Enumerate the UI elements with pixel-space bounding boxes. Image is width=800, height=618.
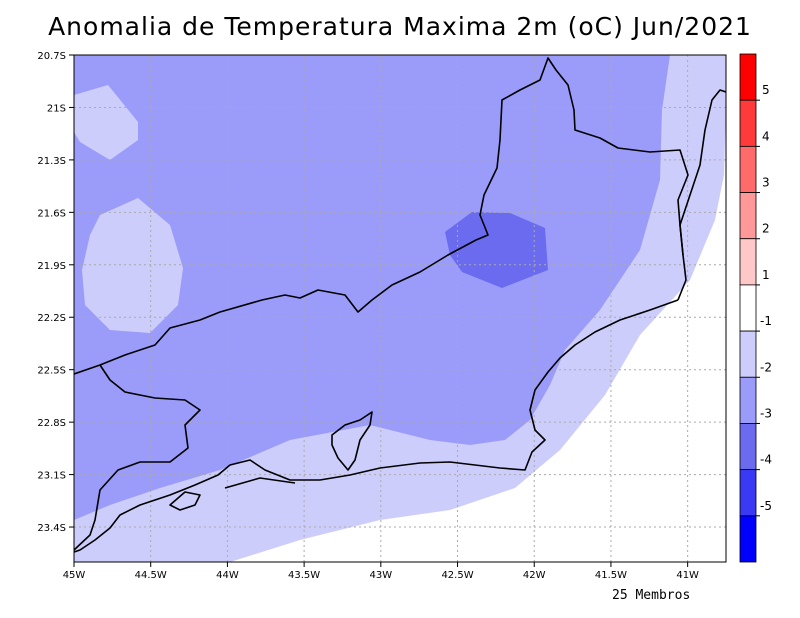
colorbar-swatch — [739, 330, 757, 378]
lat-tick-label: 21.3S — [37, 156, 66, 167]
state-border-minas-gerais — [74, 57, 689, 375]
anomaly-region-near-zero — [230, 110, 726, 562]
anomaly-region-minus1-minus2 — [74, 55, 726, 562]
colorbar-label: -5 — [760, 499, 772, 513]
lat-tick-label: 21.9S — [37, 261, 66, 272]
lon-tick-label: 41.5W — [595, 570, 627, 581]
lon-tick-label: 44.5W — [135, 570, 167, 581]
colorbar-label: -4 — [760, 453, 772, 467]
colorbar-swatch — [739, 515, 757, 563]
colorbar-swatch — [739, 376, 757, 424]
lon-tick-label: 41W — [676, 570, 699, 581]
map-title: Anomalia de Temperatura Maxima 2m (oC) J… — [48, 12, 752, 41]
colorbar-label: 2 — [762, 222, 770, 236]
coastline-restinga — [224, 477, 296, 489]
lon-tick-label: 45W — [63, 570, 86, 581]
lat-tick-label: 22.5S — [37, 366, 66, 377]
colorbar-swatch — [739, 145, 757, 193]
lon-tick-label: 44W — [216, 570, 239, 581]
coastline-espirito-santo — [679, 89, 726, 256]
ensemble-members-note: 25 Membros — [612, 588, 691, 603]
colorbar-label: 5 — [762, 83, 770, 97]
lon-tick-label: 43W — [370, 570, 393, 581]
colorbar-swatch — [739, 284, 757, 332]
lat-tick-label: 21.6S — [37, 208, 66, 219]
colorbar-label: -1 — [760, 314, 772, 328]
anomaly-blob-west — [82, 198, 183, 333]
colorbar-swatch — [739, 238, 757, 286]
lat-tick-label: 23.4S — [37, 523, 66, 534]
lat-tick-label: 22.2S — [37, 313, 66, 324]
lon-tick-label: 42.5W — [441, 570, 473, 581]
colorbar-swatch — [739, 99, 757, 147]
coastline-rio-de-janeiro — [74, 299, 679, 553]
lat-tick-label: 20.7S — [37, 51, 66, 62]
colorbar-swatch — [739, 423, 757, 471]
colorbar-label: -2 — [760, 360, 772, 374]
lat-tick-label: 22.8S — [37, 418, 66, 429]
lon-tick-label: 42W — [523, 570, 546, 581]
lat-tick-label: 23.1S — [37, 471, 66, 482]
coastline-baia-guanabara — [331, 411, 373, 471]
colorbar-swatch — [739, 53, 757, 101]
colorbar-label: 3 — [762, 176, 770, 190]
colorbar-swatch — [739, 192, 757, 240]
colorbar-label: 1 — [762, 268, 770, 282]
colorbar-label: 4 — [762, 129, 770, 143]
lat-tick-label: 21S — [47, 103, 66, 114]
state-border-sao-paulo — [74, 364, 201, 551]
anomaly-blob-cold — [445, 212, 548, 288]
anomaly-blob-northwest — [74, 85, 138, 160]
colorbar-swatch — [739, 469, 757, 517]
colorbar-label: -3 — [760, 406, 772, 420]
coastline-ilha-grande — [169, 491, 201, 511]
map-frame — [73, 54, 727, 563]
lon-tick-label: 43.5W — [288, 570, 320, 581]
